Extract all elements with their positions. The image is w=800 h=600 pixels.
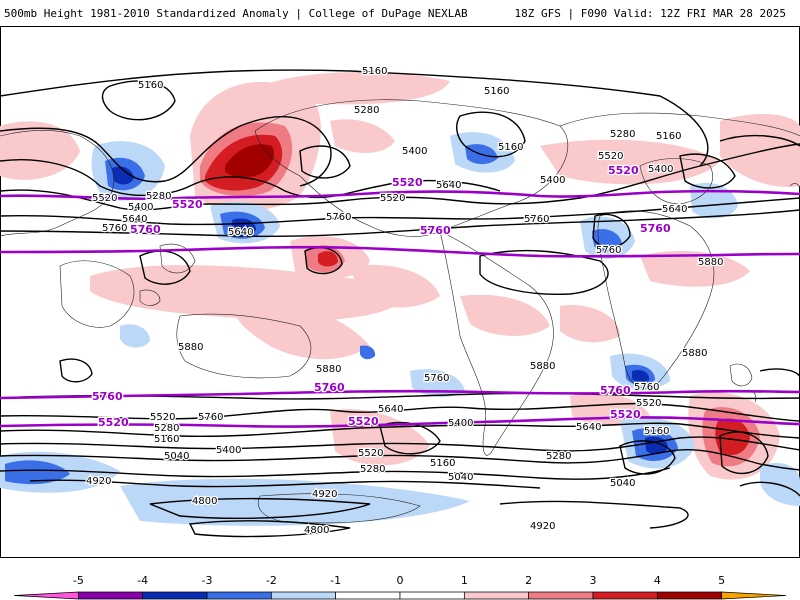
highlight-label: 5520 [98,416,129,429]
contour-label: 5160 [644,426,669,437]
contour-label: 5760 [102,223,127,234]
contour-label: 5760 [524,214,549,225]
contour-label: 5280 [154,423,179,434]
contour-label: 5640 [378,404,403,415]
colorbar-tick-label: 1 [461,574,468,587]
colorbar-tick-label: -1 [330,574,341,587]
contour-label: 5040 [164,451,189,462]
highlight-label: 5760 [640,222,671,235]
highlight-label: 5520 [172,198,203,211]
colorbar-tick-label: 3 [590,574,597,587]
contour-label: 5640 [662,204,687,215]
highlight-label: 5760 [92,390,123,403]
colorbar-segment [142,591,208,600]
contour-label: 5160 [430,458,455,469]
contour-label: 5760 [634,382,659,393]
colorbar-segment [335,591,401,600]
colorbar-tick-label: 5 [718,574,725,587]
colorbar-segment [77,591,144,600]
contour-label: 4800 [304,525,329,536]
highlight-label: 5760 [314,381,345,394]
colorbar-segment [399,591,465,600]
highlight-contours [0,189,800,428]
colorbar-tick-label: -2 [266,574,277,587]
colorbar-segment [592,591,658,600]
colorbar-segment [206,591,272,600]
contour-label: 5520 [358,448,383,459]
colorbar-segment [463,591,530,600]
contour-label: 5280 [360,464,385,475]
highlight-label: 5520 [348,415,379,428]
contour-labels: 5160 5160 5160 5280 5400 5160 5280 5160 … [85,65,725,538]
contour-label: 5880 [682,348,707,359]
highlight-label: 5520 [608,164,639,177]
colorbar-segment [656,591,723,600]
contour-label: 5400 [648,164,673,175]
colorbar-segment [528,591,594,600]
contour-label: 5160 [656,131,681,142]
contour-label: 5520 [636,398,661,409]
contour-label: 4920 [312,489,337,500]
contour-label: 5760 [424,373,449,384]
contour-label: 5040 [610,478,635,489]
colorbar-segment [270,591,337,600]
highlight-label: 5760 [130,223,161,236]
header: 500mb Height 1981-2010 Standardized Anom… [0,0,800,26]
contour-label: 5640 [228,227,253,238]
coastlines [0,99,800,524]
map-title: 500mb Height 1981-2010 Standardized Anom… [4,7,468,20]
highlight-label: 5520 [610,408,641,421]
map-panel: 5160 5160 5160 5280 5400 5160 5280 5160 … [0,26,800,558]
contour-label: 5040 [448,472,473,483]
contour-label: 5400 [448,418,473,429]
contour-label: 5520 [92,193,117,204]
highlight-labels: 5520 5520 5520 5760 5760 5760 5760 5760 … [91,163,672,431]
contour-label: 5760 [198,412,223,423]
contour-label: 5160 [154,434,179,445]
contour-label: 4920 [530,521,555,532]
contour-label: 5520 [380,193,405,204]
contour-label: 5160 [138,80,163,91]
contour-label: 5880 [178,342,203,353]
contour-label: 5280 [610,129,635,140]
contour-label: 5760 [326,212,351,223]
colorbar-tick-label: -5 [73,574,84,587]
contour-label: 5160 [498,142,523,153]
contour-label: 5880 [698,257,723,268]
contour-label: 5160 [484,86,509,97]
colorbar-segments [13,591,787,600]
contour-label: 4920 [86,476,111,487]
contour-label: 5640 [122,214,147,225]
run-info: 18Z GFS | F090 Valid: 12Z FRI MAR 28 202… [514,7,786,20]
contour-label: 5520 [150,412,175,423]
colorbar-tick-label: -4 [137,574,148,587]
colorbar-tick-label: -3 [202,574,213,587]
colorbar-ticks: -5 -4 -3 -2 -1 0 1 2 3 4 5 [73,574,725,587]
highlight-label: 5520 [392,176,423,189]
contour-label: 5640 [436,180,461,191]
colorbar-segment [13,591,79,600]
contour-label: 5400 [128,202,153,213]
contour-label: 5160 [362,66,387,77]
contour-label: 5880 [316,364,341,375]
highlight-label: 5760 [420,224,451,237]
colorbar-tick-label: 2 [525,574,532,587]
contour-label: 5400 [402,146,427,157]
colorbar-segment [721,591,787,600]
contour-label: 5760 [596,245,621,256]
colorbar-tick-label: 0 [397,574,404,587]
contour-label: 5640 [576,422,601,433]
contour-label: 5880 [530,361,555,372]
contour-label: 5400 [540,175,565,186]
highlight-label: 5760 [600,384,631,397]
colorbar-tick-label: 4 [654,574,661,587]
colorbar: -5 -4 -3 -2 -1 0 1 2 3 4 5 [13,574,787,600]
contour-label: 5280 [146,191,171,202]
contour-label: 5280 [546,451,571,462]
contour-label: 4800 [192,496,217,507]
contour-label: 5520 [598,151,623,162]
contour-label: 5280 [354,105,379,116]
contour-label: 5400 [216,445,241,456]
